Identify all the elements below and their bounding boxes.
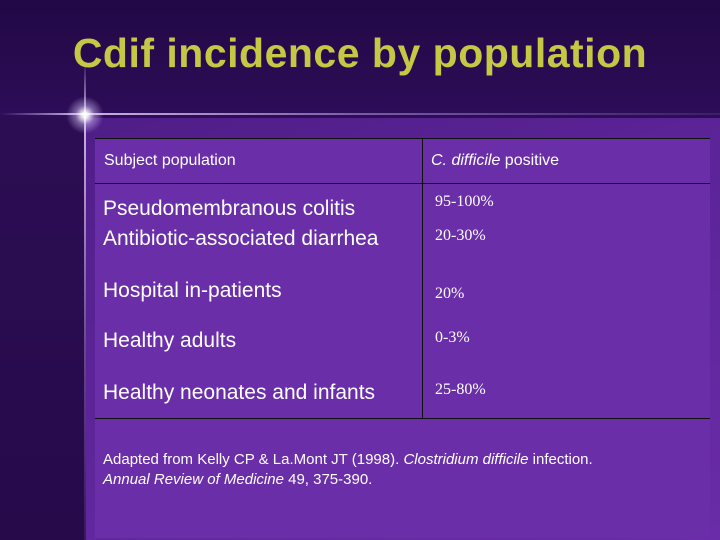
background-top-band <box>0 0 720 118</box>
incidence-table: Subject population C. difficile positive… <box>95 138 710 419</box>
header-positive-suffix: positive <box>500 152 560 169</box>
sparkle-icon <box>66 96 104 134</box>
table-row: Hospital in-patients 20% <box>95 276 710 322</box>
row-positive: 0-3% <box>435 329 470 346</box>
table-row: Pseudomembranous colitis 95-100% <box>95 183 710 224</box>
row-population: Antibiotic-associated diarrhea <box>95 224 423 276</box>
decorative-horizontal-line <box>0 113 720 115</box>
header-positive-organism: C. difficile <box>431 152 501 169</box>
row-positive: 95-100% <box>435 193 494 210</box>
citation-prefix: Adapted from Kelly CP & La.Mont JT (1998… <box>103 451 404 468</box>
table-row: Healthy adults 0-3% <box>95 322 710 374</box>
row-population: Healthy adults <box>95 322 423 374</box>
table-row: Healthy neonates and infants 25-80% <box>95 374 710 419</box>
table-header-row: Subject population C. difficile positive <box>95 138 710 184</box>
citation-suffix: 49, 375-390. <box>283 471 373 488</box>
header-positive: C. difficile positive <box>422 138 710 184</box>
table-row: Antibiotic-associated diarrhea 20-30% <box>95 224 710 276</box>
row-positive: 25-80% <box>422 374 710 419</box>
row-positive: 20-30% <box>435 227 486 244</box>
row-population: Healthy neonates and infants <box>95 374 423 419</box>
row-positive: 20% <box>435 285 465 302</box>
citation-middle: infection. <box>528 451 593 468</box>
slide-title: Cdif incidence by population <box>72 30 648 76</box>
row-population: Pseudomembranous colitis <box>95 183 423 224</box>
citation-journal: Annual Review of Medicine <box>103 471 284 488</box>
header-population: Subject population <box>95 138 423 184</box>
row-population: Hospital in-patients <box>95 276 423 322</box>
citation-text: Adapted from Kelly CP & La.Mont JT (1998… <box>103 450 703 490</box>
citation-organism: Clostridium difficile <box>403 451 529 468</box>
decorative-vertical-line <box>84 60 86 540</box>
